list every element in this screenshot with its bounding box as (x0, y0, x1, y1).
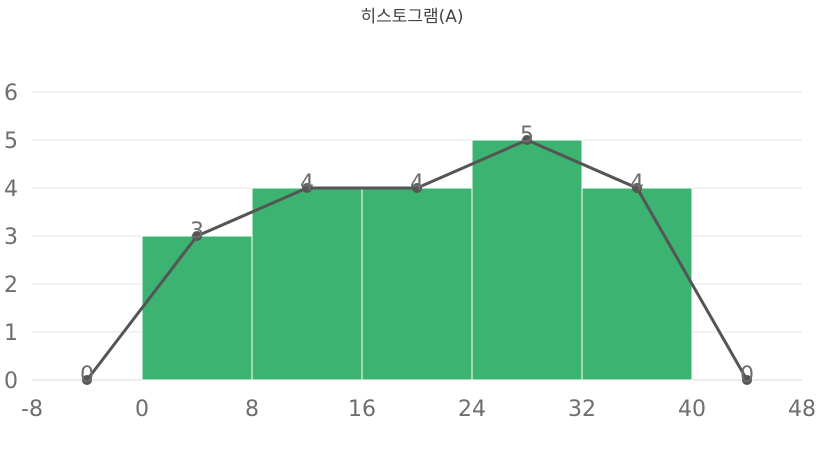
line-point (632, 183, 642, 193)
histogram-bar (361, 187, 473, 381)
y-tick-label: 1 (4, 321, 18, 346)
x-tick-label: 48 (788, 397, 816, 422)
y-tick-label: 5 (4, 129, 18, 154)
data-labels: 0 3 4 4 5 4 0 (80, 123, 754, 388)
histogram-bar (251, 187, 363, 381)
data-label: 4 (300, 171, 314, 196)
line-point (192, 231, 202, 241)
histogram-bar (141, 235, 253, 381)
data-label: 4 (630, 171, 644, 196)
data-label: 5 (520, 123, 534, 148)
x-tick-label: 32 (568, 397, 596, 422)
line-point (82, 375, 92, 385)
x-tick-label: 40 (678, 397, 706, 422)
chart-title: 히스토그램(A) (360, 7, 463, 27)
x-tick-label: -8 (21, 397, 43, 422)
y-tick-label: 2 (4, 273, 18, 298)
data-label: 0 (80, 363, 94, 388)
y-tick-label: 3 (4, 225, 18, 250)
frequency-polygon (82, 135, 752, 385)
x-tick-label: 16 (348, 397, 376, 422)
x-axis-ticks: -8 0 8 16 24 32 40 48 (21, 397, 816, 422)
histogram-bar (581, 187, 693, 381)
x-tick-label: 8 (245, 397, 259, 422)
x-tick-label: 24 (458, 397, 486, 422)
line-point (742, 375, 752, 385)
x-tick-label: 0 (135, 397, 149, 422)
data-label: 3 (190, 219, 204, 244)
data-label: 0 (740, 363, 754, 388)
line-point (522, 135, 532, 145)
histogram-bar (471, 139, 583, 381)
y-axis-ticks: 0 1 2 3 4 5 6 (4, 81, 18, 394)
histogram-bars (141, 139, 693, 381)
line-point (302, 183, 312, 193)
y-tick-label: 0 (4, 369, 18, 394)
y-tick-label: 6 (4, 81, 18, 106)
data-label: 4 (410, 171, 424, 196)
y-tick-label: 4 (4, 177, 18, 202)
line-point (412, 183, 422, 193)
